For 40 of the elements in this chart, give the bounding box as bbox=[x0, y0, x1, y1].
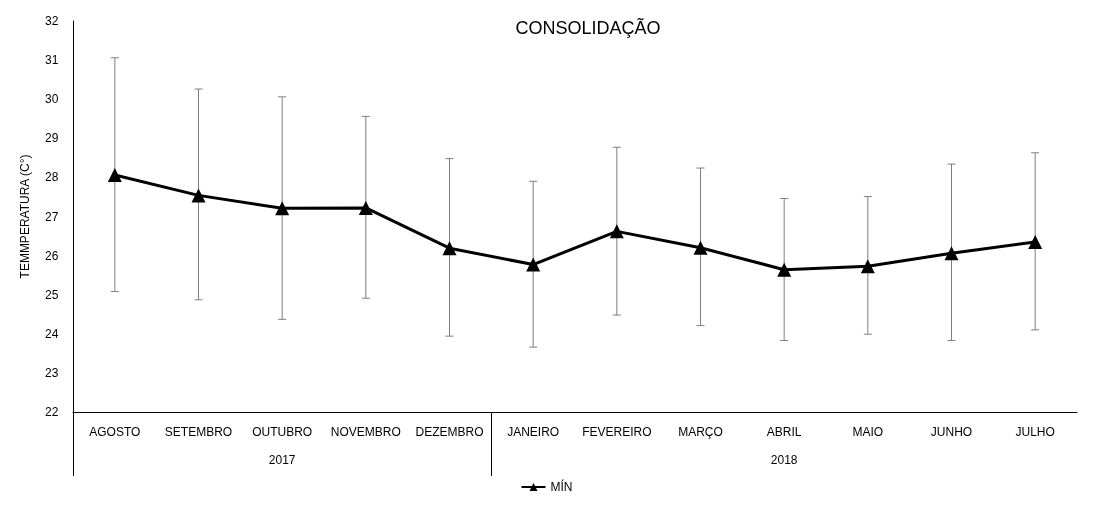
y-tick-label: 22 bbox=[45, 405, 59, 419]
x-tick-label: JULHO bbox=[1015, 425, 1055, 439]
point bbox=[442, 241, 457, 256]
x-tick-label: FEVEREIRO bbox=[582, 425, 652, 439]
x-tick-label: OUTUBRO bbox=[252, 425, 313, 439]
x-tick-label: DEZEMBRO bbox=[415, 425, 484, 439]
point bbox=[609, 224, 624, 239]
y-tick-label: 25 bbox=[45, 287, 59, 302]
x-tick-label: ABRIL bbox=[766, 425, 802, 439]
point bbox=[358, 200, 373, 215]
x-tick-label: NOVEMBRO bbox=[330, 425, 401, 439]
point bbox=[107, 168, 122, 183]
point bbox=[275, 201, 290, 216]
point bbox=[860, 259, 875, 274]
point bbox=[1028, 234, 1043, 249]
y-tick-label: 31 bbox=[45, 53, 59, 68]
x-tick-label: JUNHO bbox=[930, 425, 973, 439]
chart-title: CONSOLIDAÇÃO bbox=[515, 17, 661, 38]
x-tick-label: MAIO bbox=[852, 425, 884, 439]
text: 2018 bbox=[770, 453, 798, 467]
y-axis-title: TEMMPERATURA (C°) bbox=[18, 154, 32, 279]
text: 2017 bbox=[268, 453, 296, 467]
y-tick-label: 29 bbox=[45, 131, 59, 146]
y-tick-label: 30 bbox=[45, 92, 59, 107]
y-tick-label: 23 bbox=[45, 365, 59, 380]
y-tick-label: 24 bbox=[45, 326, 59, 341]
x-tick-label: AGOSTO bbox=[89, 425, 141, 439]
y-tick-label: 26 bbox=[45, 248, 59, 263]
point bbox=[944, 246, 959, 261]
legend-label: MÍN bbox=[550, 479, 573, 494]
x-tick-label: SETEMBRO bbox=[164, 425, 233, 439]
y-tick-label: 28 bbox=[45, 170, 59, 185]
point bbox=[526, 257, 541, 272]
y-tick-label: 32 bbox=[45, 14, 59, 28]
point bbox=[777, 262, 792, 277]
x-tick-label: JANEIRO bbox=[507, 425, 560, 439]
point bbox=[693, 240, 708, 255]
y-tick-label: 27 bbox=[45, 209, 59, 224]
x-tick-label: MARÇO bbox=[678, 425, 723, 439]
point bbox=[191, 188, 206, 203]
